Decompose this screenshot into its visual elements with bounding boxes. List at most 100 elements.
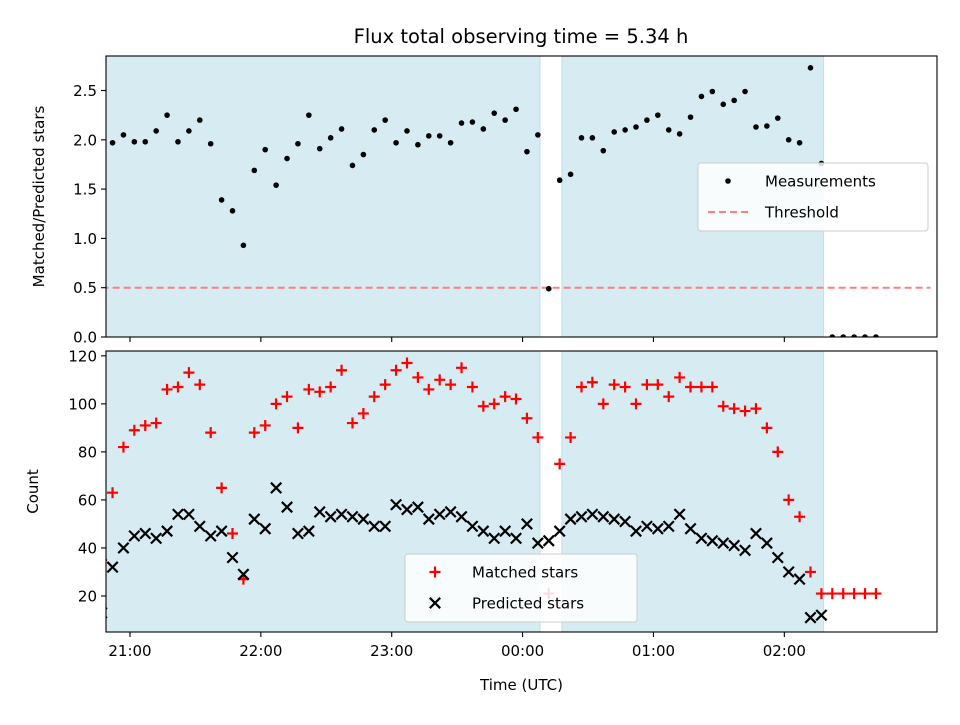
matched-star-point [139, 419, 151, 431]
legend-box [404, 553, 638, 623]
matched-star-point [434, 374, 446, 386]
measurement-point [774, 115, 781, 121]
measurement-point [545, 285, 552, 292]
predicted-star-point [455, 510, 468, 523]
matched-star-point [205, 427, 217, 439]
predicted-star-point [346, 510, 359, 523]
measurement-point [611, 129, 617, 135]
measurement-point [731, 97, 737, 104]
matched-star-point [772, 446, 784, 458]
measurement-point [251, 167, 258, 174]
matched-star-point [575, 381, 587, 393]
matched-star-point [357, 407, 369, 419]
legend-label: Predicted stars [472, 595, 584, 613]
matched-star-point [717, 400, 729, 412]
matched-star-point [183, 367, 195, 379]
predicted-star-point [597, 510, 610, 523]
predicted-star-point [520, 517, 533, 530]
matched-star-point [227, 528, 239, 540]
matched-star-point [466, 381, 478, 393]
matched-star-point [303, 383, 315, 395]
predicted-star-point [128, 529, 141, 542]
predicted-star-point [161, 525, 174, 538]
measurement-point [262, 146, 269, 153]
measurement-point [502, 117, 508, 123]
predicted-star-point [673, 508, 686, 521]
observing-window-band [106, 56, 541, 337]
measurement-point [862, 334, 868, 337]
predicted-star-point [728, 539, 741, 552]
predicted-star-point [760, 537, 773, 550]
axes-frame [105, 350, 938, 633]
predicted-star-point [324, 510, 337, 523]
measurement-point [785, 137, 792, 143]
matched-star-point [161, 383, 173, 395]
matched-star-point [586, 376, 598, 388]
predicted-star-point [662, 520, 675, 533]
x-tick-label: 02:00 [763, 642, 806, 660]
matched-star-point [270, 398, 282, 410]
matched-star-point [401, 357, 413, 369]
measurement-point [316, 145, 323, 152]
matched-star-point [870, 588, 882, 600]
predicted-star-point [117, 541, 130, 554]
matched-star-point [695, 381, 707, 393]
predicted-star-point [619, 515, 632, 528]
predicted-star-point [335, 508, 348, 521]
predicted-star-point [270, 481, 283, 494]
predicted-star-point [575, 510, 588, 523]
matched-star-point [532, 431, 544, 443]
legend-label: Measurements [765, 173, 876, 191]
measurement-point [306, 112, 312, 118]
measurement-point [131, 138, 138, 145]
matched-star-point [663, 391, 675, 403]
measurement-point [742, 88, 748, 95]
matched-star-point [837, 588, 849, 600]
predicted-star-point [313, 505, 326, 518]
matched-star-point [423, 383, 435, 395]
predicted-star-point [226, 551, 239, 564]
predicted-star-point [488, 532, 501, 545]
matched-star-point [336, 364, 348, 376]
measurement-point [709, 88, 716, 95]
y-tick-label: 1.5 [73, 181, 97, 199]
measurement-point [371, 127, 378, 133]
x-tick-label: 00:00 [501, 642, 544, 660]
matched-star-point [107, 487, 119, 499]
matched-star-point [619, 381, 631, 393]
matched-star-point [314, 386, 326, 398]
predicted-star-point [684, 522, 697, 535]
matched-star-point [826, 588, 838, 600]
measurement-point [360, 151, 367, 158]
y-tick-label: 2.5 [73, 82, 97, 100]
measurement-point [120, 132, 127, 138]
matched-star-point [804, 566, 816, 578]
bottom-panel: 20 40 60 80 100 120 21:00 22:00 23:00 00:00 01:00 0… [24, 347, 938, 694]
measurement-point [426, 133, 432, 139]
legend-marker-swatch [429, 597, 441, 609]
measurement-point [458, 120, 465, 126]
predicted-star-point [749, 527, 762, 540]
legend-marker-swatch [429, 566, 441, 578]
legend: Matched stars Predicted stars [404, 553, 638, 623]
matched-star-point [117, 441, 129, 453]
measurement-point [720, 101, 727, 108]
predicted-star-point [248, 513, 261, 526]
predicted-star-point [368, 520, 381, 533]
matched-star-point [150, 417, 162, 429]
measurement-point [295, 140, 301, 147]
y-tick-label: 60 [78, 491, 97, 509]
predicted-star-point [379, 520, 392, 533]
predicted-star-point [106, 561, 119, 574]
measurement-point [851, 334, 857, 337]
measurement-point [556, 177, 563, 184]
predicted-star-point [608, 513, 621, 526]
predicted-star-point [640, 520, 653, 533]
predicted-star-point [422, 513, 435, 526]
matched-star-point [172, 381, 184, 393]
matched-star-point [456, 362, 468, 374]
matched-star-point [412, 371, 424, 383]
series-group [106, 481, 828, 624]
y-axis-label: Matched/Predicted stars [30, 106, 48, 288]
y-tick-label: 80 [78, 443, 97, 461]
